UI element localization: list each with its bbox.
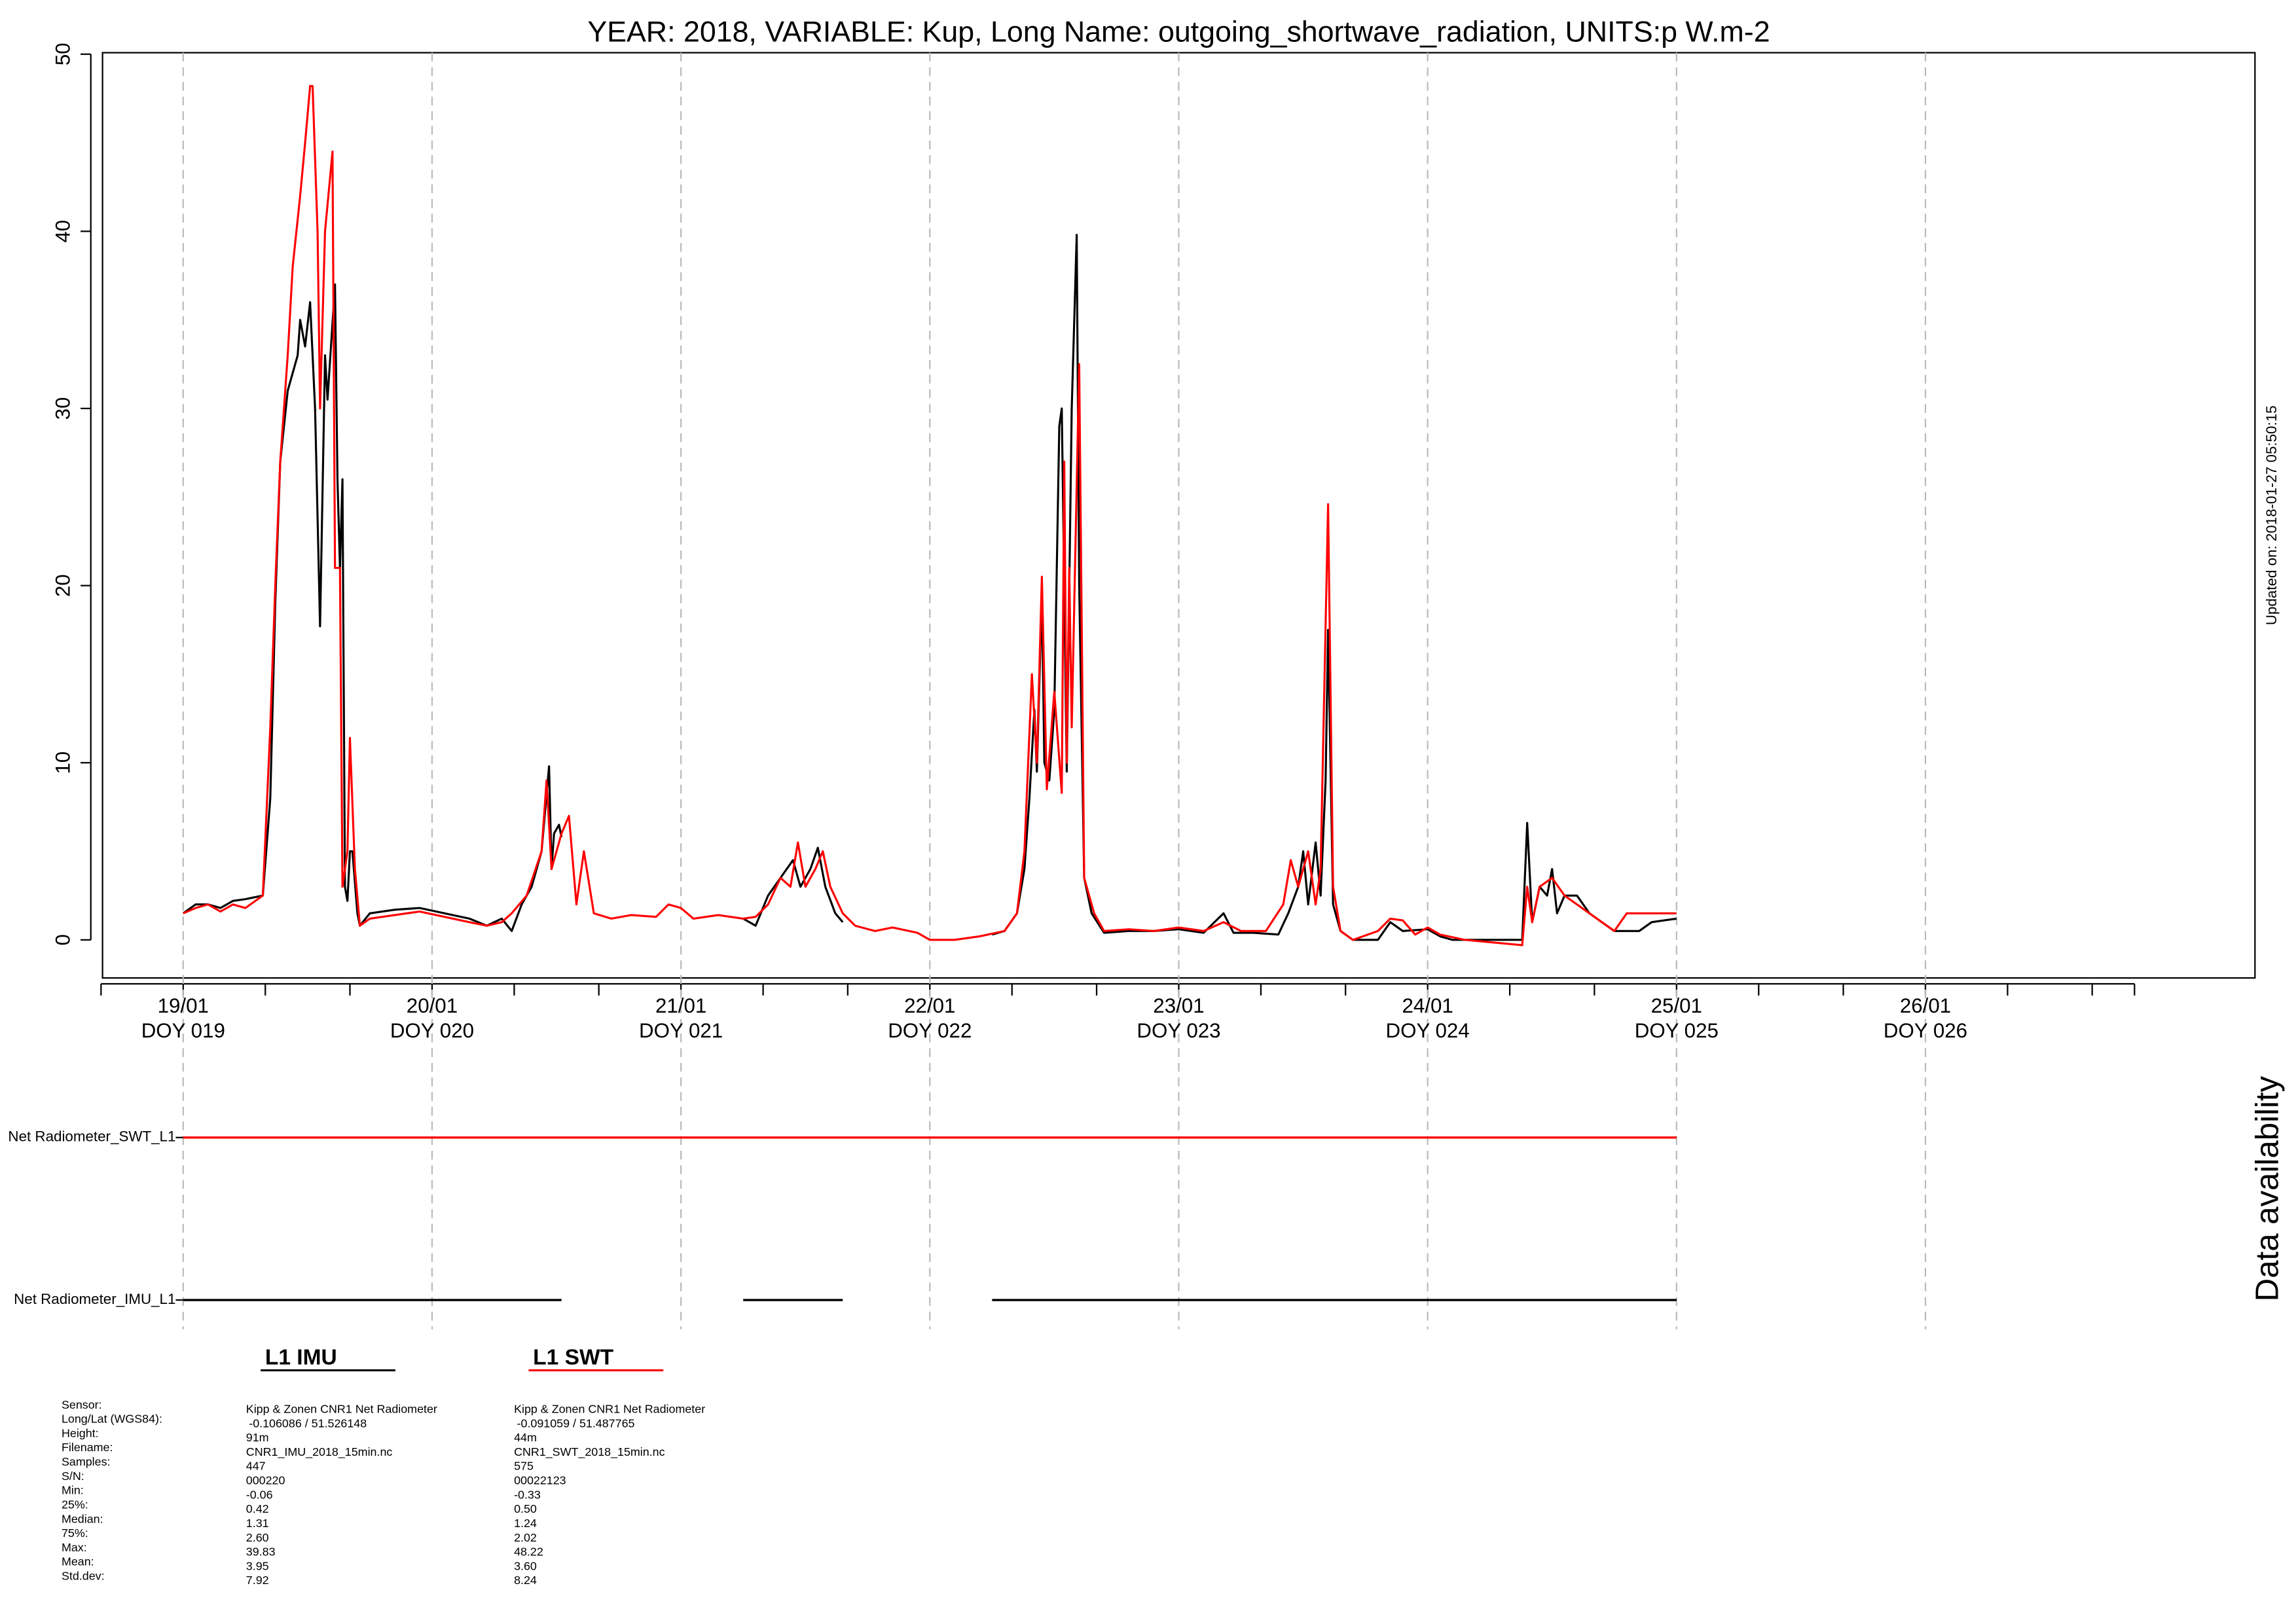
stats-value: 0.42 xyxy=(246,1502,269,1515)
stats-value: 447 xyxy=(246,1460,266,1473)
y-tick-label: 10 xyxy=(52,751,75,774)
availability-label: Net Radiometer_IMU_L1 xyxy=(14,1291,175,1307)
stats-label: 25%: xyxy=(62,1498,88,1511)
stats-label: Min: xyxy=(62,1484,84,1497)
stats-value: 3.95 xyxy=(246,1559,269,1572)
availability-title: Data availability xyxy=(2250,1075,2286,1301)
chart-title: YEAR: 2018, VARIABLE: Kup, Long Name: ou… xyxy=(587,16,1770,48)
x-tick-label: 20/01 xyxy=(407,994,458,1017)
stats-value: 48.22 xyxy=(514,1545,543,1559)
stats-label: Std.dev: xyxy=(62,1569,105,1582)
x-tick-sublabel: DOY 025 xyxy=(1635,1019,1719,1042)
stats-value: -0.106086 / 51.526148 xyxy=(249,1416,367,1430)
stats-value: 91m xyxy=(246,1431,269,1444)
x-tick-label: 19/01 xyxy=(158,994,209,1017)
stats-value: -0.091059 / 51.487765 xyxy=(517,1416,635,1430)
y-tick-label: 0 xyxy=(52,934,75,945)
legend-label: L1 SWT xyxy=(533,1345,613,1369)
x-tick-sublabel: DOY 022 xyxy=(888,1019,972,1042)
stats-value: 0.50 xyxy=(514,1502,537,1515)
x-tick-label: 22/01 xyxy=(904,994,955,1017)
stats-label: S/N: xyxy=(62,1470,84,1483)
stats-label: Mean: xyxy=(62,1555,94,1568)
stats-label: Long/Lat (WGS84): xyxy=(62,1413,162,1426)
stats-value: 00022123 xyxy=(514,1474,566,1487)
stats-label: Filename: xyxy=(62,1441,113,1454)
x-tick-label: 23/01 xyxy=(1153,994,1204,1017)
stats-value: 1.31 xyxy=(246,1517,269,1530)
y-tick-label: 30 xyxy=(52,397,75,420)
y-tick-label: 50 xyxy=(52,43,75,65)
x-tick-sublabel: DOY 023 xyxy=(1137,1019,1220,1042)
updated-note: Updated on: 2018-01-27 05:50:15 xyxy=(2263,405,2280,625)
stats-value: 2.02 xyxy=(514,1531,537,1544)
stats-value: 000220 xyxy=(246,1474,285,1487)
stats-value: 575 xyxy=(514,1460,534,1473)
x-tick-sublabel: DOY 026 xyxy=(1884,1019,1967,1042)
series-line xyxy=(183,84,1677,947)
stats-label: Samples: xyxy=(62,1455,111,1468)
x-tick-sublabel: DOY 024 xyxy=(1386,1019,1470,1042)
stats-value: 44m xyxy=(514,1431,537,1444)
legend-label: L1 IMU xyxy=(265,1345,337,1369)
stats-value: 7.92 xyxy=(246,1574,269,1587)
availability-label: Net Radiometer_SWT_L1 xyxy=(8,1128,175,1145)
stats-value: CNR1_SWT_2018_15min.nc xyxy=(514,1445,665,1459)
stats-value: Kipp & Zonen CNR1 Net Radiometer xyxy=(514,1403,705,1416)
x-tick-sublabel: DOY 019 xyxy=(141,1019,225,1042)
stats-value: 8.24 xyxy=(514,1574,537,1587)
stats-value: 39.83 xyxy=(246,1545,276,1559)
y-tick-label: 40 xyxy=(52,220,75,243)
x-tick-label: 24/01 xyxy=(1402,994,1453,1017)
stats-value: -0.06 xyxy=(246,1488,273,1501)
stats-label: Height: xyxy=(62,1426,99,1439)
stats-value: -0.33 xyxy=(514,1488,541,1501)
stats-value: Kipp & Zonen CNR1 Net Radiometer xyxy=(246,1403,437,1416)
stats-label: Sensor: xyxy=(62,1398,102,1411)
x-tick-label: 21/01 xyxy=(655,994,706,1017)
stats-label: Max: xyxy=(62,1541,87,1554)
stats-value: 1.24 xyxy=(514,1517,537,1530)
x-tick-label: 26/01 xyxy=(1900,994,1951,1017)
x-tick-sublabel: DOY 020 xyxy=(390,1019,474,1042)
y-tick-label: 20 xyxy=(52,574,75,597)
stats-value: 3.60 xyxy=(514,1559,537,1572)
x-tick-label: 25/01 xyxy=(1651,994,1702,1017)
stats-label: Median: xyxy=(62,1512,103,1525)
stats-value: CNR1_IMU_2018_15min.nc xyxy=(246,1445,393,1459)
series-line xyxy=(182,234,1677,941)
stats-value: 2.60 xyxy=(246,1531,269,1544)
stats-label: 75%: xyxy=(62,1526,88,1540)
x-tick-sublabel: DOY 021 xyxy=(639,1019,723,1042)
